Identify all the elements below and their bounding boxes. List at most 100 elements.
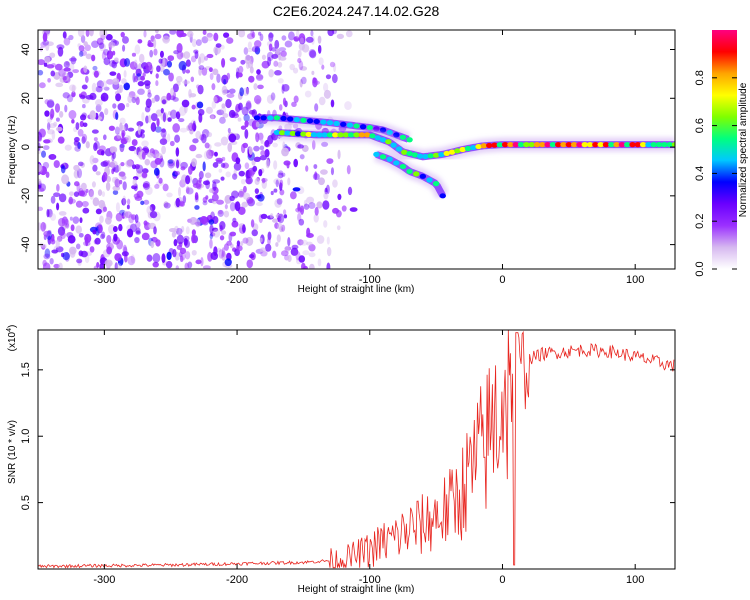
spectrogram-noise-cell <box>169 140 175 147</box>
spectrogram-noise-cell <box>283 214 288 219</box>
spectrogram-noise-cell <box>251 229 258 237</box>
main-track-cell <box>417 153 424 159</box>
spectrogram-y-axis-label: Frequency (Hz) <box>7 116 18 185</box>
spectrogram-noise-cell <box>291 101 297 107</box>
spectrogram-noise-cell <box>162 183 169 192</box>
spectrogram-noise-cell <box>270 190 274 196</box>
spectrogram-noise-cell <box>168 228 177 233</box>
spectrogram-noise-cell <box>80 182 87 191</box>
spectrogram-noise-cell <box>121 78 127 85</box>
spectrogram-noise-cell <box>184 262 189 269</box>
spectrogram-noise-cell <box>53 121 58 127</box>
main-track-cell <box>379 137 387 143</box>
spectrogram-noise-cell <box>242 87 250 96</box>
spectrogram-noise-cell <box>194 221 202 226</box>
spectrogram-noise-cell <box>92 65 98 71</box>
spectrogram-noise-cell <box>183 51 191 59</box>
spectrogram-noise-cell <box>209 238 213 249</box>
spectrogram-noise-cell <box>213 96 218 103</box>
spectrogram-noise-cell <box>53 263 60 269</box>
spectrogram-noise-cell <box>56 44 65 50</box>
spectrogram-noise-cell <box>172 123 181 133</box>
spectrogram-noise-cell <box>272 142 278 148</box>
spectrogram-noise-cell <box>219 235 225 241</box>
spectrogram-noise-cell <box>64 144 72 151</box>
spectrogram-noise-cell <box>276 234 281 243</box>
spectrogram-noise-cell <box>57 136 65 144</box>
spectrogram-noise-cell <box>151 97 156 104</box>
spectrogram-noise-cell <box>194 205 200 210</box>
spectrogram-noise-cell <box>197 108 205 116</box>
spectrogram-noise-cell <box>105 34 113 41</box>
spectrogram-noise-cell <box>175 227 183 235</box>
lower-branch-cell <box>419 173 427 179</box>
spectrogram-x-tick-label: 0 <box>499 274 505 286</box>
spectrogram-noise-cell <box>240 241 244 246</box>
spectrogram-noise-cell <box>125 159 134 168</box>
main-track-cell <box>618 142 626 148</box>
spectrogram-noise-cell <box>329 61 336 68</box>
spectrogram-noise-cell <box>308 252 316 258</box>
spectrogram-noise-cell <box>41 244 47 249</box>
spectrogram-noise-cell <box>226 37 234 44</box>
spectrogram-noise-cell <box>297 202 301 212</box>
spectrogram-noise-cell <box>121 198 127 206</box>
spectrogram-noise-cell <box>310 30 314 37</box>
spectrogram-noise-cell <box>218 209 223 215</box>
spectrogram-noise-cell <box>237 190 245 198</box>
spectrogram-noise-cell <box>341 205 347 212</box>
spectrogram-noise-cell <box>238 30 246 38</box>
spectrogram-noise-cell <box>85 188 89 193</box>
spectrogram-noise-cell <box>243 113 250 122</box>
main-track-cell <box>528 142 535 148</box>
spectrogram-noise-cell <box>255 132 260 143</box>
spectrogram-noise-cell <box>201 67 208 76</box>
spectrogram-noise-cell <box>277 222 283 230</box>
spectrogram-noise-cell <box>115 112 119 121</box>
lower-branch-cell <box>439 193 446 199</box>
spectrogram-noise-cell <box>83 41 88 47</box>
spectrogram-noise-cell <box>43 230 51 237</box>
spectrogram-noise-cell <box>81 104 86 109</box>
spectrogram-noise-cell <box>213 246 218 257</box>
spectrogram-noise-cell <box>265 159 270 169</box>
spectrogram-noise-cell <box>127 94 133 104</box>
main-track-cell <box>624 142 631 148</box>
spectrogram-noise-cell <box>281 84 290 92</box>
spectrogram-noise-cell <box>133 59 138 68</box>
spectrogram-noise-cell <box>98 199 106 209</box>
main-track-cell <box>496 142 504 148</box>
spectrogram-noise-cell <box>106 175 112 183</box>
spectrogram-noise-cell <box>227 142 233 153</box>
main-track-cell <box>560 142 567 148</box>
spectrogram-noise-cell <box>314 206 319 216</box>
spectrogram-noise-cell <box>225 98 232 109</box>
spectrogram-noise-cell <box>49 113 54 120</box>
spectrogram-noise-cell <box>122 36 129 44</box>
spectrogram-noise-cell <box>196 84 200 89</box>
spectrogram-noise-cell <box>63 60 70 69</box>
spectrogram-noise-cell <box>178 60 187 71</box>
spectrogram-noise-cell <box>89 246 95 253</box>
spectrogram-noise-cell <box>109 146 118 154</box>
main-track-cell <box>470 144 477 151</box>
spectrogram-noise-cell <box>69 57 77 62</box>
snr-frame <box>37 329 676 570</box>
spectrogram-noise-cell <box>161 253 166 264</box>
spectrogram-noise-cell <box>95 208 102 215</box>
spectrogram-noise-cell <box>277 78 284 84</box>
upper-branch-cell <box>306 118 314 124</box>
spectrogram-noise-cell <box>81 84 88 90</box>
main-track-cell <box>374 135 381 141</box>
spectrogram-noise-cell <box>57 217 66 227</box>
spectrogram-noise-cell <box>123 82 130 91</box>
spectrogram-noise-cell <box>306 232 314 239</box>
spectrogram-noise-cell <box>58 193 67 203</box>
spectrogram-noise-cell <box>176 43 183 53</box>
spectrogram-noise-cell <box>167 60 173 68</box>
spectrogram-y-tick-label: 40 <box>20 43 32 55</box>
spectrogram-noise-cell <box>231 220 239 228</box>
upper-branch-cell <box>386 129 393 136</box>
spectrogram-noise-cell <box>92 229 97 235</box>
upper-branch-cell <box>320 119 327 125</box>
